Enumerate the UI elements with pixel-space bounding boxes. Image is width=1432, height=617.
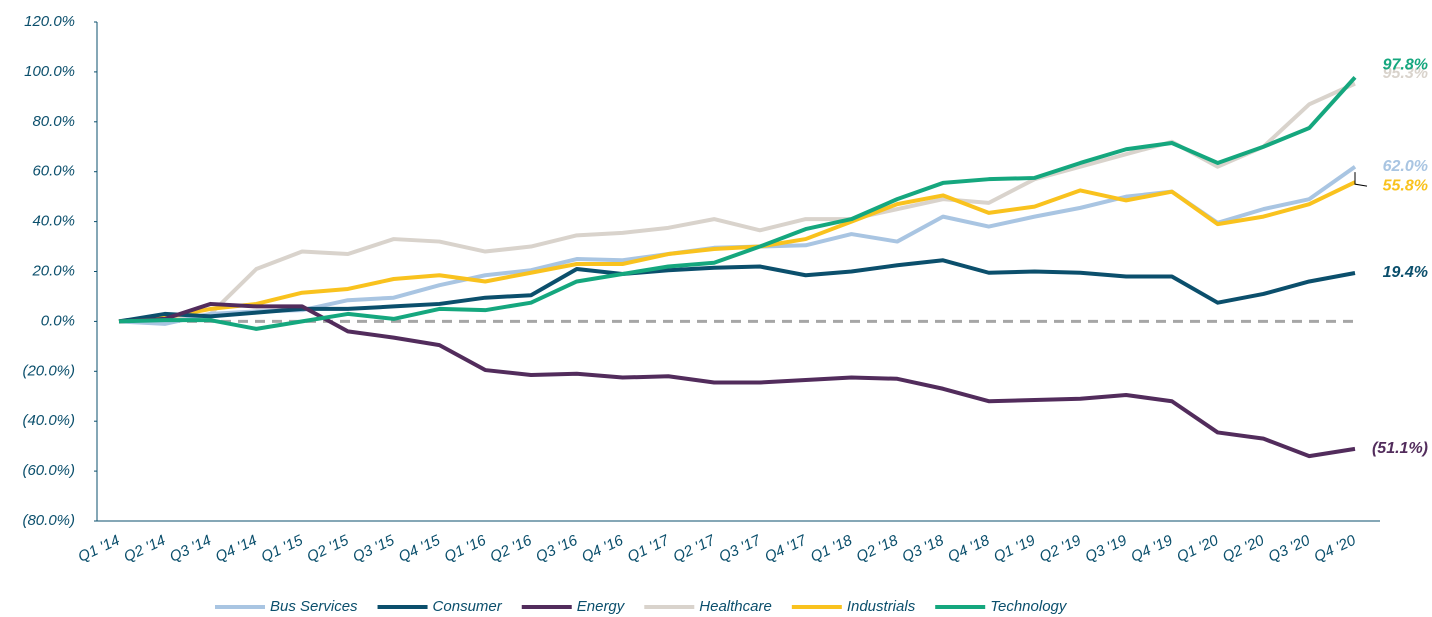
value-label: 62.0% [1383,158,1428,175]
x-tick-label: Q3 '18 [900,532,947,566]
value-label: 55.8% [1383,177,1428,194]
x-tick-label: Q4 '17 [762,532,809,566]
x-tick-label: Q1 '19 [991,532,1038,566]
x-tick-label: Q1 '20 [1174,532,1221,566]
x-tick-label: Q2 '17 [671,532,718,566]
value-label: 19.4% [1383,264,1428,281]
x-tick-label: Q1 '15 [259,532,306,566]
legend-label: Healthcare [699,598,772,615]
series-line [119,81,1356,324]
x-tick-label: Q2 '15 [304,532,351,566]
y-tick-label: (20.0%) [22,362,75,379]
leader-line [1354,172,1368,187]
y-tick-label: 120.0% [24,13,75,30]
x-tick-label: Q3 '16 [533,532,580,566]
x-tick-label: Q1 '14 [76,532,123,566]
x-tick-label: Q2 '20 [1220,532,1267,566]
x-tick-label: Q1 '18 [808,532,855,566]
x-tick-label: Q2 '16 [488,532,535,566]
series-line [118,76,1357,331]
x-tick-label: Q3 '20 [1266,532,1313,566]
legend-label: Consumer [433,598,503,615]
legend-label: Industrials [847,598,916,615]
x-tick-label: Q2 '19 [1037,532,1084,566]
series-line [118,180,1356,324]
y-tick-label: 100.0% [24,63,75,80]
x-tick-label: Q3 '19 [1083,532,1130,566]
x-tick-label: Q2 '14 [121,532,168,566]
y-tick-label: 40.0% [32,213,75,230]
x-tick-label: Q2 '18 [854,532,901,566]
x-tick-label: Q3 '14 [167,532,214,566]
y-tick-label: 20.0% [31,262,75,279]
y-tick-label: 60.0% [32,163,75,180]
series-line [118,258,1356,324]
legend-label: Energy [577,598,626,615]
y-tick-label: 0.0% [41,312,75,329]
x-tick-label: Q4 '16 [579,532,626,566]
x-tick-label: Q3 '15 [350,532,397,566]
x-tick-label: Q4 '18 [945,532,992,566]
value-label: 95.3% [1383,65,1428,82]
x-tick-label: Q3 '17 [716,532,763,566]
y-tick-label: (40.0%) [22,412,75,429]
value-label: (51.1%) [1372,440,1428,457]
value-label: 97.8% [1383,57,1428,74]
y-tick-label: (60.0%) [22,462,75,479]
series-line [118,301,1356,459]
x-tick-label: Q4 '14 [213,532,260,566]
x-tick-label: Q1 '16 [442,532,489,566]
x-tick-label: Q4 '20 [1312,532,1359,566]
y-tick-label: 80.0% [32,113,75,130]
x-tick-label: Q1 '17 [625,532,672,566]
legend-label: Bus Services [270,598,358,615]
x-tick-label: Q4 '15 [396,532,443,566]
x-tick-label: Q4 '19 [1128,532,1175,566]
legend-label: Technology [990,598,1068,615]
y-tick-label: (80.0%) [22,512,75,529]
